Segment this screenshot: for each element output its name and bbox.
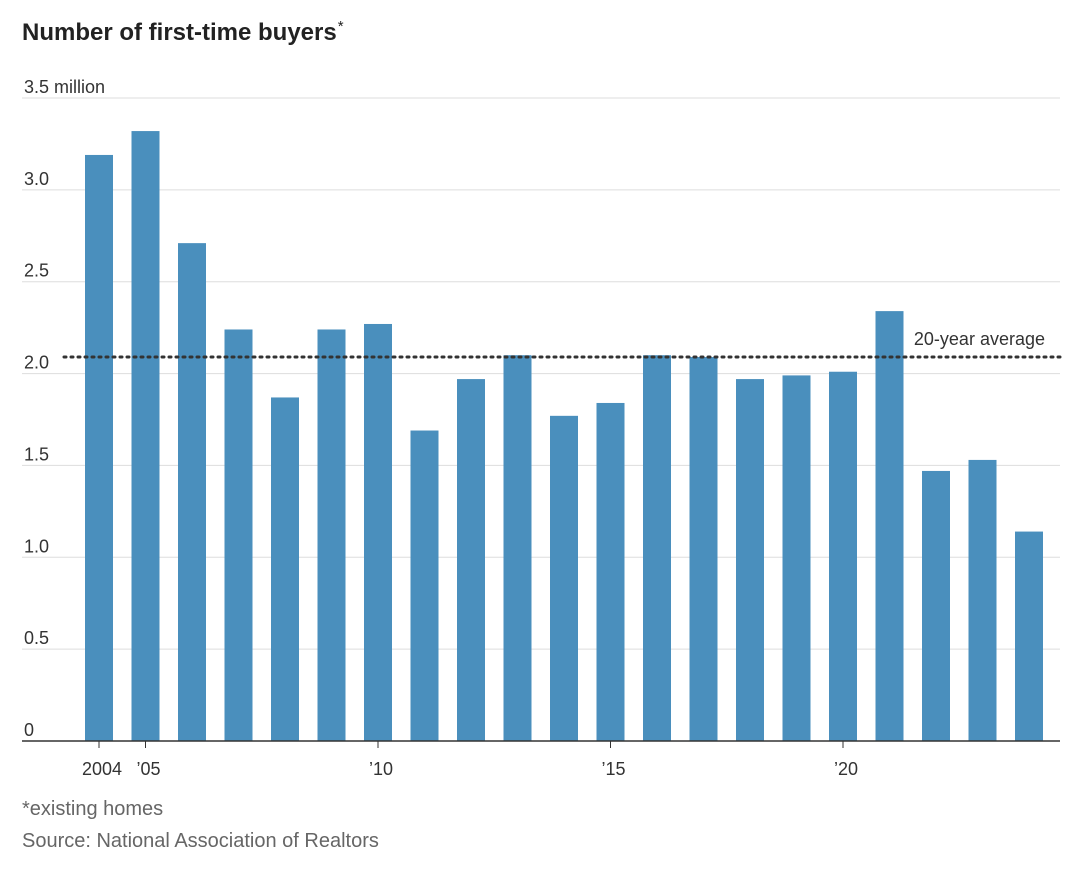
y-tick-label: 0.5 [24,628,49,648]
footnote: *existing homes [22,798,164,820]
bar-2020 [829,371,857,741]
source-note: Source: National Association of Realtors [22,830,379,852]
axes [22,740,1060,748]
bar-2024 [1015,531,1043,741]
chart-title: Number of first-time buyers* [22,18,344,47]
bar-2014 [550,415,578,741]
chart-title-marker: * [337,18,344,35]
bar-2015 [596,402,625,741]
y-tick-label: 2.5 [24,261,49,281]
y-tick-label: 1.0 [24,536,49,556]
x-tick-label: 2004 [82,759,122,779]
bar-2017 [689,357,718,741]
bar-2009 [317,329,346,741]
bar-2005 [131,131,160,741]
y-tick-label: 3.0 [24,169,49,189]
gridlines [22,97,1060,650]
bar-2006 [178,243,206,742]
bar-2021 [875,311,904,741]
bar-2013 [503,355,532,741]
x-tick-label: ’20 [834,759,858,779]
bar-2004 [85,154,113,742]
bar-2011 [410,430,439,741]
y-tick-label: 3.5 million [24,77,105,97]
bar-chart: 20-year average 0 0.5 1.0 1.5 2.0 2.5 3.0 3.5 m… [22,77,1062,779]
bar-2016 [643,355,671,741]
bar-2018 [736,379,764,741]
x-tick-label: ’05 [136,759,160,779]
reference-line-label: 20-year average [914,329,1045,349]
x-tick-label: ’10 [369,759,393,779]
bar-2019 [782,375,811,741]
y-tick-label: 0 [24,720,34,740]
bar-2010 [364,323,392,741]
bar-2023 [968,459,997,741]
bar-2008 [271,397,299,741]
y-tick-label: 2.0 [24,353,49,373]
y-tick-label: 1.5 [24,444,49,464]
chart-title-text: Number of first-time buyers [22,19,337,46]
x-tick-label: ’15 [601,759,625,779]
bar-2007 [224,329,253,741]
bar-2022 [922,470,950,741]
bars [85,131,1043,742]
reference-line-group: 20-year average [62,329,1062,359]
tick-labels: 0 0.5 1.0 1.5 2.0 2.5 3.0 3.5 million 2004 ’05 ’10… [24,77,858,779]
bar-2012 [457,379,485,741]
